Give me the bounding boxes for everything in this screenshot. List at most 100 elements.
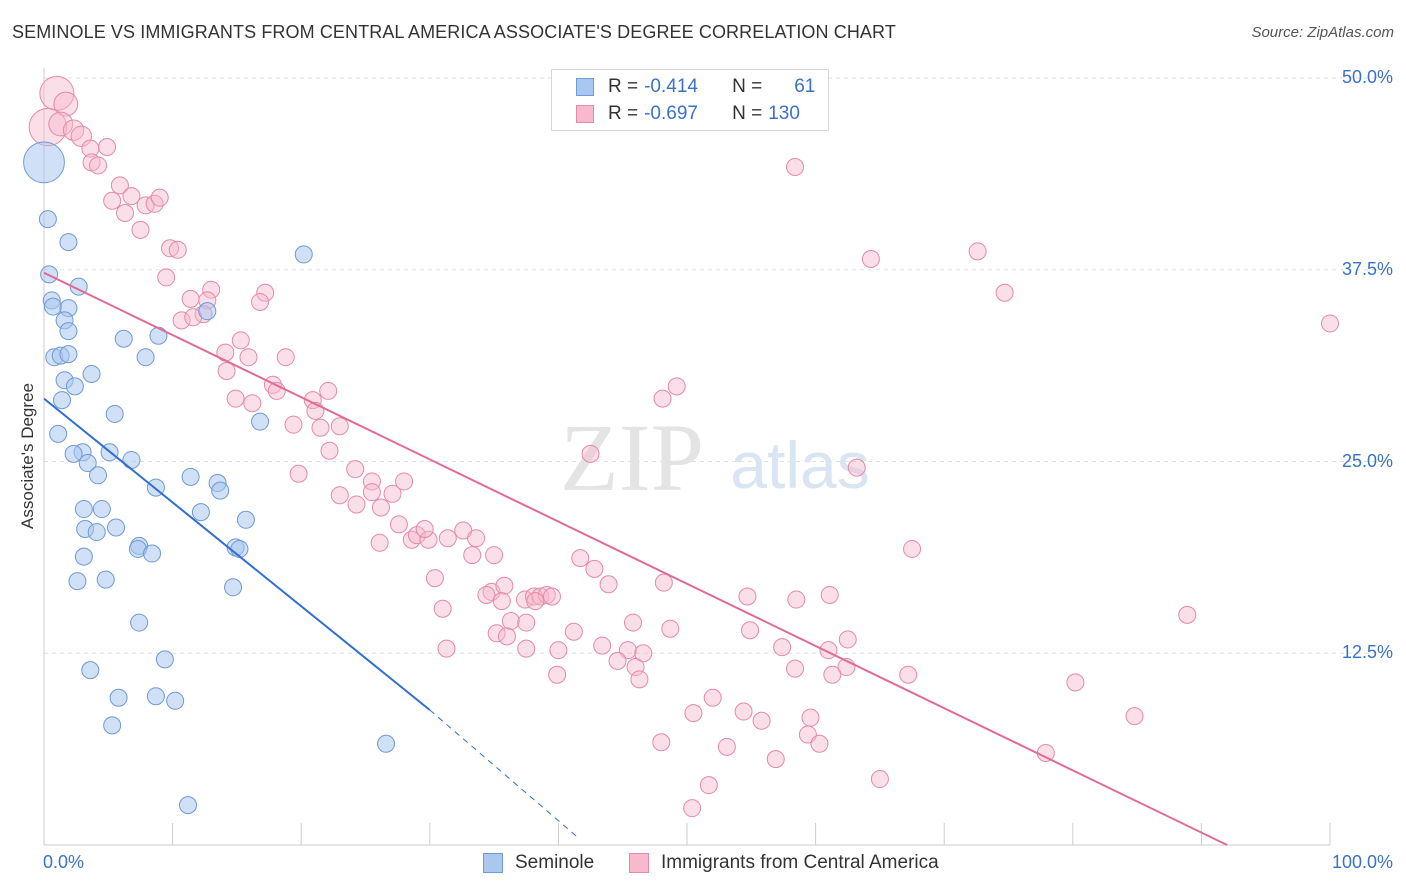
immigrants-point-116 [899, 665, 918, 684]
seminole-point-58 [377, 734, 396, 753]
immigrants-point-20 [168, 240, 187, 259]
legend-label-immigrants: Immigrants from Central America [661, 852, 939, 873]
immigrants-point-110 [773, 638, 792, 657]
immigrants-point-73 [485, 546, 504, 565]
series-legend: Seminole Immigrants from Central America [0, 852, 1406, 876]
immigrants-point-95 [517, 613, 536, 632]
seminole-point-7 [44, 297, 63, 316]
immigrants-point-54 [847, 458, 866, 477]
legend-swatch-seminole [483, 853, 503, 873]
immigrants-point-90 [738, 587, 757, 606]
immigrants-point-17 [116, 203, 135, 222]
watermark-zip: ZIP [560, 404, 704, 511]
immigrants-point-114 [786, 659, 805, 678]
x-tick-label-0: 0.0% [43, 852, 85, 872]
seminole-point-11 [59, 322, 78, 341]
seminole-point-2 [59, 233, 78, 252]
legend-r-label: R = [608, 103, 639, 124]
legend-r-value: -0.414 [644, 76, 698, 97]
y-tick-label-2: 37.5% [1341, 258, 1393, 279]
immigrants-point-57 [330, 486, 349, 505]
immigrants-point-83 [492, 592, 511, 611]
immigrants-point-59 [383, 484, 402, 503]
immigrants-point-56 [362, 472, 381, 491]
pink-series-points [28, 75, 1339, 818]
immigrants-point-77 [425, 569, 444, 588]
immigrants-point-21 [861, 250, 880, 269]
legend-n-value: 130 [768, 103, 800, 124]
immigrants-point-69 [415, 519, 434, 538]
immigrants-point-82 [477, 585, 496, 604]
seminole-point-47 [74, 547, 93, 566]
immigrants-point-7 [98, 138, 117, 157]
immigrants-point-105 [517, 639, 536, 658]
seminole-point-50 [224, 578, 243, 597]
immigrants-point-98 [487, 624, 506, 643]
immigrants-point-9 [89, 156, 108, 175]
immigrants-point-38 [217, 361, 236, 380]
seminole-point-29 [122, 450, 141, 469]
immigrants-point-103 [838, 630, 857, 649]
seminole-point-46 [143, 544, 162, 563]
immigrants-point-97 [1178, 605, 1197, 624]
immigrants-point-80 [599, 575, 618, 594]
seminole-point-17 [136, 348, 155, 367]
immigrants-point-36 [239, 348, 258, 367]
seminole-point-19 [82, 365, 101, 384]
immigrants-point-133 [699, 776, 718, 795]
immigrants-point-131 [766, 750, 785, 769]
immigrants-point-19 [161, 239, 180, 258]
legend-r-label: R = [608, 76, 639, 97]
axes [43, 68, 1331, 846]
immigrants-point-75 [903, 539, 922, 558]
immigrants-point-106 [549, 641, 568, 660]
seminole-point-53 [81, 661, 100, 680]
y-axis-label: Associate's Degree [18, 383, 37, 529]
immigrants-point-42 [667, 377, 686, 396]
legend-swatch-blue [576, 78, 594, 96]
immigrants-point-12 [122, 187, 141, 206]
legend-row-seminole: R = -0.414 N = 61 [576, 75, 815, 99]
seminole-point-54 [109, 688, 128, 707]
seminole-point-24 [49, 424, 68, 443]
seminole-point-13 [149, 326, 168, 345]
seminole-point-20 [65, 377, 84, 396]
legend-n-label: N = [732, 103, 763, 124]
immigrants-point-109 [634, 644, 653, 663]
immigrants-point-120 [1066, 673, 1085, 692]
immigrants-point-1 [53, 91, 79, 117]
legend-row-immigrants: R = -0.697 N = 130 [576, 102, 800, 126]
seminole-point-38 [236, 510, 255, 529]
immigrants-point-58 [362, 483, 381, 502]
immigrants-point-134 [870, 770, 889, 789]
seminole-point-37 [191, 503, 210, 522]
legend-item-seminole: Seminole [483, 852, 594, 874]
immigrants-point-119 [630, 670, 649, 689]
seminole-point-40 [107, 518, 126, 537]
immigrants-point-71 [467, 529, 486, 548]
immigrants-point-25 [256, 283, 275, 302]
immigrants-point-129 [1125, 707, 1144, 726]
immigrants-point-64 [389, 515, 408, 534]
immigrants-point-23 [157, 268, 176, 287]
seminole-trend-extension [429, 709, 579, 838]
legend-r-value: -0.697 [644, 103, 698, 124]
seminole-point-26 [64, 444, 83, 463]
immigrants-point-46 [653, 389, 672, 408]
immigrants-point-132 [1036, 743, 1055, 762]
y-tick-label-1: 25.0% [1341, 450, 1393, 471]
immigrants-point-31 [172, 311, 191, 330]
legend-label-seminole: Seminole [515, 852, 595, 873]
legend-swatch-immigrants [629, 853, 649, 873]
immigrants-point-123 [734, 702, 753, 721]
immigrants-point-55 [289, 464, 308, 483]
seminole-point-34 [211, 481, 230, 500]
immigrants-point-22 [968, 242, 987, 261]
immigrants-point-94 [501, 612, 520, 631]
seminole-point-21 [53, 391, 72, 410]
blue-series-points [23, 141, 396, 815]
immigrants-point-16 [150, 188, 169, 207]
seminole-point-48 [68, 572, 87, 591]
seminole-point-31 [181, 467, 200, 486]
